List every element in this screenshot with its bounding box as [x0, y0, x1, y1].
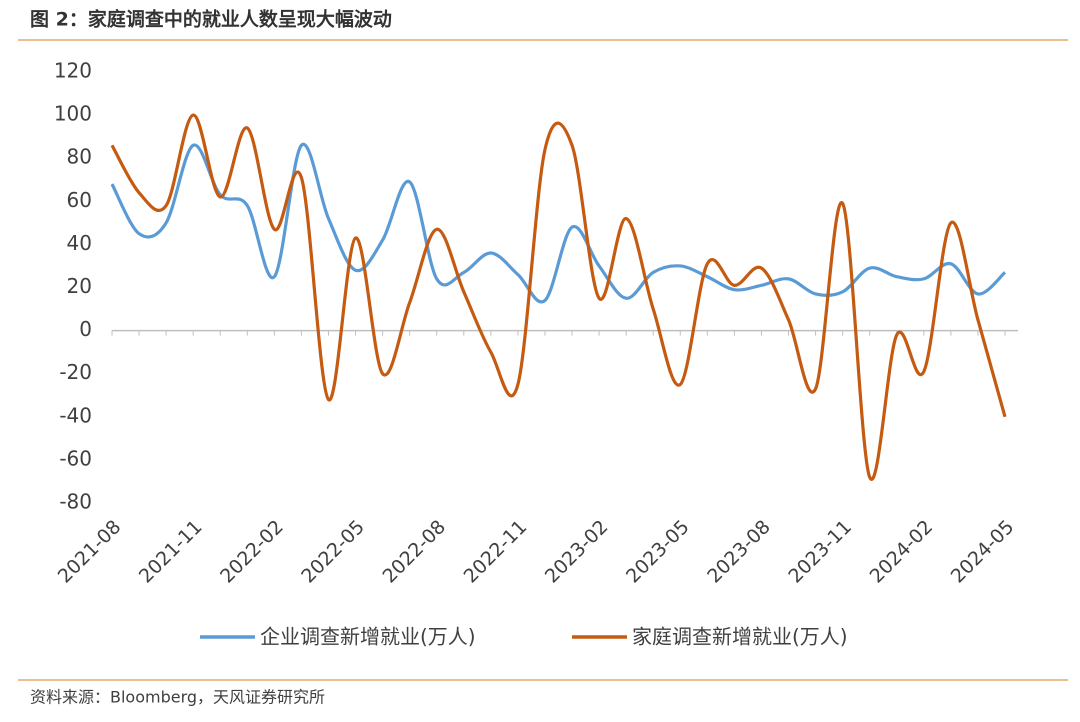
chart-title: 图 2：家庭调查中的就业人数呈现大幅波动 [30, 8, 392, 31]
y-tick-label: 120 [54, 59, 92, 83]
x-tick-label: 2022-08 [378, 516, 450, 588]
y-tick-label: 60 [67, 188, 92, 212]
x-tick-label: 2023-08 [703, 516, 775, 588]
x-tick-label: 2021-11 [135, 516, 207, 588]
y-tick-label: -60 [59, 446, 92, 470]
y-tick-label: 0 [79, 317, 92, 341]
y-tick-label: 20 [67, 274, 92, 298]
x-tick-label: 2022-05 [297, 516, 369, 588]
x-tick-label: 2024-05 [947, 516, 1019, 588]
line-series [110, 142, 1007, 304]
y-tick-label: 40 [67, 231, 92, 255]
legend-label: 企业调查新增就业(万人) [260, 625, 476, 649]
legend-label: 家庭调查新增就业(万人) [632, 625, 848, 649]
line-series [110, 113, 1007, 481]
y-tick-label: -20 [59, 360, 92, 384]
y-tick-label: 100 [54, 102, 92, 126]
y-tick-label: 80 [67, 145, 92, 169]
x-tick-label: 2023-05 [622, 516, 694, 588]
x-tick-label: 2021-08 [54, 516, 126, 588]
x-tick-label: 2022-02 [216, 516, 288, 588]
y-tick-label: -40 [59, 403, 92, 427]
x-tick-label: 2022-11 [460, 516, 532, 588]
source-note: 资料来源：Bloomberg，天风证券研究所 [30, 688, 325, 707]
x-tick-label: 2024-02 [866, 516, 938, 588]
x-tick-label: 2023-02 [541, 516, 613, 588]
x-tick-label: 2023-11 [784, 516, 856, 588]
y-tick-label: -80 [59, 490, 92, 514]
